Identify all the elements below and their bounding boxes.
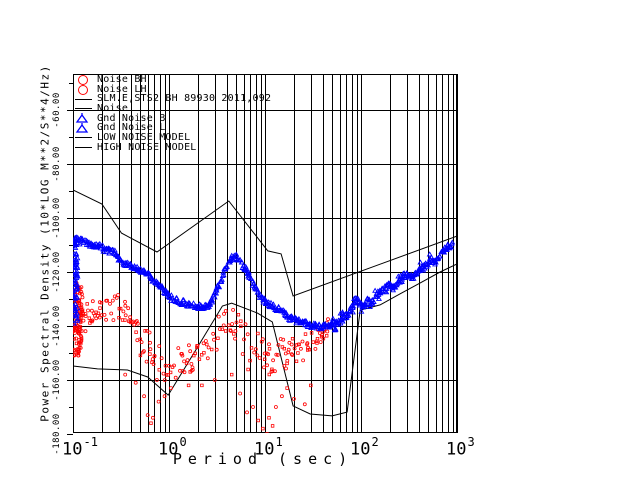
legend-item-label: Noise BH (97, 74, 147, 85)
triangle-marker-icon (75, 122, 89, 133)
y-tick-label: -60.00 (52, 92, 62, 128)
line-marker-icon (75, 147, 92, 149)
legend-item: LOW NOISE MODEL (75, 133, 271, 143)
legend-circle-icon (75, 74, 97, 85)
line-marker-icon (75, 137, 92, 139)
noise-model-lines (73, 189, 457, 417)
y-tick-label: -160.00 (52, 359, 62, 401)
legend-item: Gnd Noise B (75, 112, 271, 124)
legend-item: SLM.E,STS2 BH 89930 2011,092 (75, 94, 271, 104)
y-tick-label: -120.00 (52, 251, 62, 293)
y-tick-label: -180.00 (52, 413, 62, 455)
y-tick-label: -80.00 (52, 146, 62, 182)
legend-item: Noise (75, 104, 271, 114)
legend-item: HIGH NOISE MODEL (75, 141, 271, 153)
x-axis-title: Period (sec) (172, 450, 354, 468)
legend: Noise BH Noise LH SLM.E,STS2 BH 89930 2011… (75, 75, 271, 153)
line-marker-icon (75, 98, 92, 100)
legend-triangle-icon (75, 122, 97, 134)
legend-circle-icon (75, 84, 97, 95)
x-tick-label: 102 (350, 435, 379, 460)
legend-item-label: Noise (97, 103, 129, 115)
legend-line-icon (75, 98, 97, 100)
x-tick-label: 103 (446, 435, 475, 460)
circle-marker-icon (78, 74, 88, 85)
x-tick-label: 101 (254, 435, 283, 460)
legend-item-label: Gnd Noise L (97, 122, 166, 134)
x-tick-label: 100 (158, 435, 187, 460)
circle-marker-icon (78, 84, 88, 95)
triangle-marker-icon (75, 113, 89, 123)
legend-line-icon (75, 147, 97, 149)
y-tick-label: -140.00 (52, 305, 62, 347)
legend-item: Noise BH (75, 75, 271, 85)
x-tick-label: 10-1 (62, 435, 98, 460)
legend-item-label: Noise LH (97, 83, 147, 95)
legend-item: Noise LH (75, 83, 271, 95)
y-tick-label: -100.00 (52, 197, 62, 239)
legend-item-label: Gnd Noise B (97, 112, 166, 124)
legend-item-label: HIGH NOISE MODEL (97, 141, 197, 153)
legend-item: Gnd Noise L (75, 122, 271, 134)
legend-item-label: SLM.E,STS2 BH 89930 2011,092 (97, 93, 272, 105)
line-marker-icon (75, 108, 92, 110)
y-axis-title: Power Spectral Density (10*LOG M**2/S**4… (38, 64, 52, 422)
legend-item-label: LOW NOISE MODEL (97, 132, 191, 144)
legend-line-icon (75, 108, 97, 110)
legend-triangle-icon (75, 113, 97, 124)
legend-line-icon (75, 137, 97, 139)
blue-gnd-noise-band (73, 234, 456, 333)
